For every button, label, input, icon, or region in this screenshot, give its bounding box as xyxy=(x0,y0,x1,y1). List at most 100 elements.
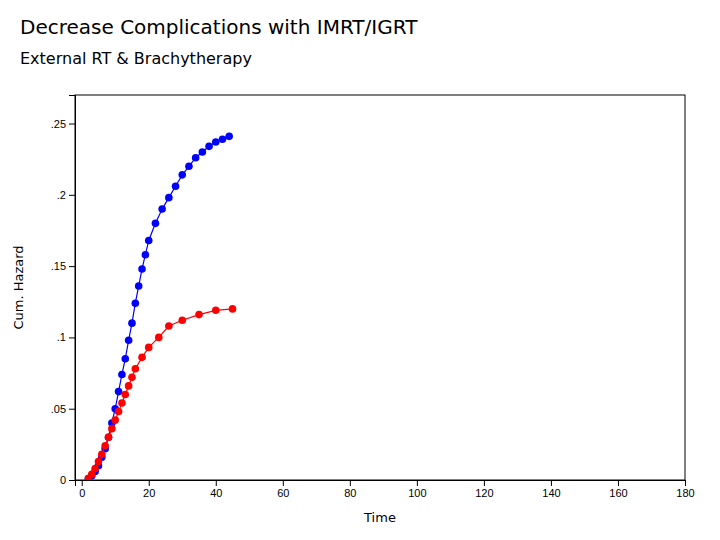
y-axis-line xyxy=(69,96,76,481)
series-point xyxy=(128,319,136,327)
x-tick-label: 140 xyxy=(542,487,560,499)
series-point xyxy=(165,194,173,202)
series-point xyxy=(132,299,140,307)
x-tick: 160 xyxy=(609,480,627,499)
y-tick: .1 xyxy=(57,331,75,343)
y-tick: .05 xyxy=(51,403,75,415)
x-tick-label: 100 xyxy=(408,487,426,499)
x-tick: 140 xyxy=(542,480,560,499)
x-tick: 40 xyxy=(210,480,222,499)
series-point xyxy=(121,355,129,363)
x-axis-line xyxy=(76,481,686,487)
series-point xyxy=(115,388,123,396)
series-point xyxy=(111,416,119,424)
series-point xyxy=(118,399,126,407)
series-point xyxy=(121,391,129,399)
y-axis-title: Cum. Hazard xyxy=(11,245,26,329)
y-tick-label: .25 xyxy=(51,118,66,130)
x-tick-mark xyxy=(551,480,552,486)
series-point xyxy=(225,133,233,141)
y-tick-mark xyxy=(69,480,75,481)
x-tick-label: 40 xyxy=(210,487,222,499)
plot-frame xyxy=(75,95,685,480)
x-tick-mark xyxy=(283,480,284,486)
y-tick-label: .15 xyxy=(51,260,66,272)
x-tick-mark xyxy=(149,480,150,486)
series-point xyxy=(158,205,166,213)
series-point xyxy=(105,433,113,441)
x-tick: 80 xyxy=(344,480,356,499)
series-point xyxy=(192,154,200,162)
series-point xyxy=(145,344,153,352)
title: Decrease Complications with IMRT/IGRT xyxy=(20,15,418,39)
chart: Decrease Complications with IMRT/IGRT Ext… xyxy=(0,0,720,540)
series-point xyxy=(108,425,116,433)
series-point xyxy=(152,220,160,228)
x-tick: 120 xyxy=(475,480,493,499)
x-tick-mark xyxy=(417,480,418,486)
series-point xyxy=(135,282,143,290)
series-point xyxy=(125,382,133,390)
series-point xyxy=(155,334,163,342)
series-point xyxy=(101,442,109,450)
y-tick-mark xyxy=(69,124,75,125)
y-tick-label: 0 xyxy=(60,474,66,486)
y-tick-label: .2 xyxy=(57,189,66,201)
x-tick-mark xyxy=(216,480,217,486)
x-tick: 100 xyxy=(408,480,426,499)
plot: 0 20 40 60 80 100 120 140 160 180 0 .05 .1 .15 .2 .25 Ti… xyxy=(11,95,695,525)
series-point xyxy=(178,316,186,324)
x-tick-mark xyxy=(350,480,351,486)
series-line xyxy=(88,136,229,478)
y-tick-mark xyxy=(69,337,75,338)
x-tick-label: 0 xyxy=(79,487,85,499)
series-point xyxy=(91,465,99,473)
y-axis: 0 .05 .1 .15 .2 .25 xyxy=(51,96,76,487)
x-tick-label: 20 xyxy=(143,487,155,499)
series-point xyxy=(212,138,220,146)
series-point xyxy=(115,408,123,416)
series-point xyxy=(199,148,207,156)
series-line xyxy=(88,309,232,479)
y-tick-mark xyxy=(69,195,75,196)
y-tick-mark xyxy=(69,409,75,410)
x-tick-label: 60 xyxy=(277,487,289,499)
series-point xyxy=(128,374,136,382)
x-tick: 180 xyxy=(676,480,694,499)
series-point xyxy=(142,251,150,259)
x-tick-label: 180 xyxy=(676,487,694,499)
series-point xyxy=(118,371,126,379)
series-point xyxy=(98,451,106,459)
series-point xyxy=(132,365,140,373)
series-point xyxy=(205,143,213,151)
series-point xyxy=(178,171,186,179)
x-axis: 0 20 40 60 80 100 120 140 160 180 xyxy=(76,480,695,499)
series-point xyxy=(172,182,180,190)
series-point xyxy=(212,307,220,315)
y-tick: .2 xyxy=(57,189,75,201)
x-tick-mark xyxy=(618,480,619,486)
x-tick-label: 80 xyxy=(344,487,356,499)
series-point xyxy=(125,336,133,344)
y-tick: 0 xyxy=(60,474,75,486)
series-point xyxy=(95,458,103,466)
x-tick-label: 120 xyxy=(475,487,493,499)
series-point xyxy=(138,265,146,273)
x-tick-mark xyxy=(685,480,686,486)
y-tick-label: .1 xyxy=(57,331,66,343)
marks xyxy=(85,133,237,480)
x-axis-title: Time xyxy=(363,510,396,525)
x-tick-mark xyxy=(484,480,485,486)
y-tick-label: .05 xyxy=(51,403,66,415)
subtitle: External RT & Brachytherapy xyxy=(20,49,252,68)
series-point xyxy=(138,354,146,362)
series-point xyxy=(229,305,237,313)
series-point xyxy=(165,322,173,330)
x-tick: 20 xyxy=(143,480,155,499)
series-point xyxy=(105,433,113,441)
series-point xyxy=(185,162,193,170)
y-tick: .25 xyxy=(51,118,75,130)
x-tick: 60 xyxy=(277,480,289,499)
y-tick: .15 xyxy=(51,260,75,272)
series-point xyxy=(195,311,203,319)
